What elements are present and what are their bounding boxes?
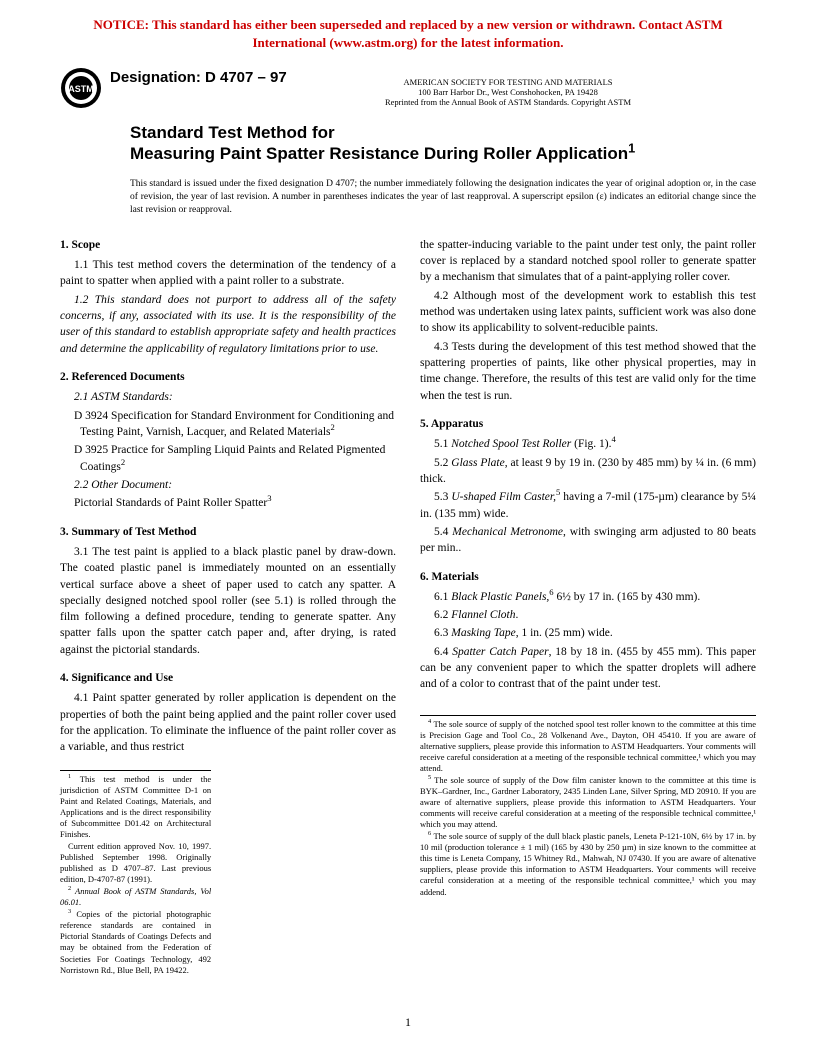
scope-heading: 1. Scope	[60, 237, 396, 253]
scope-p1: 1.1 This test method covers the determin…	[60, 257, 396, 290]
app-p1-pre: 5.1	[434, 438, 451, 450]
footnote-5-text: The sole source of supply of the Dow fil…	[420, 775, 756, 829]
fn4-ref: 4	[612, 434, 616, 444]
footnote-1-text: This test method is under the jurisdicti…	[60, 774, 211, 839]
footnote-2: 2 Annual Book of ASTM Standards, Vol 06.…	[60, 886, 211, 908]
society-line2: 100 Barr Harbor Dr., West Conshohocken, …	[200, 87, 816, 97]
significance-p1b: the spatter-inducing variable to the pai…	[420, 237, 756, 286]
mat-p4-ital: Spatter Catch Paper	[452, 646, 548, 658]
app-p4-ital: Mechanical Metronome	[452, 526, 563, 538]
footnote-5: 5 The sole source of supply of the Dow f…	[420, 775, 756, 830]
document-title: Standard Test Method for Measuring Paint…	[130, 122, 756, 165]
app-p2-pre: 5.2	[434, 457, 451, 469]
app-p4-pre: 5.4	[434, 526, 452, 538]
footnote-3: 3 Copies of the pictorial photographic r…	[60, 909, 211, 975]
footnote-2-text: Annual Book of ASTM Standards, Vol 06.01…	[60, 886, 211, 907]
scope-p2: 1.2 This standard does not purport to ad…	[60, 292, 396, 357]
refdocs-item3: Pictorial Standards of Paint Roller Spat…	[60, 495, 396, 511]
title-block: Standard Test Method for Measuring Paint…	[0, 108, 816, 165]
mat-p3-post: , 1 in. (25 mm) wide.	[516, 627, 613, 639]
apparatus-p1: 5.1 Notched Spool Test Roller (Fig. 1).4	[420, 436, 756, 452]
title-line1: Standard Test Method for	[130, 123, 335, 142]
footnote-4-text: The sole source of supply of the notched…	[420, 719, 756, 773]
app-p3-pre: 5.3	[434, 491, 451, 503]
fn2-ref: 2	[331, 422, 335, 432]
materials-p2: 6.2 Flannel Cloth.	[420, 607, 756, 623]
mat-p3-pre: 6.3	[434, 627, 451, 639]
apparatus-p3: 5.3 U-shaped Film Caster,5 having a 7-mi…	[420, 489, 756, 522]
right-column: the spatter-inducing variable to the pai…	[420, 237, 756, 977]
app-p3-ital: U-shaped Film Caster,	[451, 491, 556, 503]
footnote-3-text: Copies of the pictorial photographic ref…	[60, 909, 211, 974]
significance-p3: 4.3 Tests during the development of this…	[420, 339, 756, 404]
left-footnotes: 1 This test method is under the jurisdic…	[60, 770, 211, 976]
summary-heading: 3. Summary of Test Method	[60, 524, 396, 540]
app-p1-ital: Notched Spool Test Roller	[451, 438, 571, 450]
refdocs-item3-text: Pictorial Standards of Paint Roller Spat…	[74, 497, 267, 509]
mat-p1-ital: Black Plastic Panels,	[451, 591, 549, 603]
apparatus-heading: 5. Apparatus	[420, 416, 756, 432]
significance-p2: 4.2 Although most of the development wor…	[420, 288, 756, 337]
mat-p2-ital: Flannel Cloth	[451, 609, 515, 621]
app-p2-ital: Glass Plate	[451, 457, 504, 469]
refdocs-item2: D 3925 Practice for Sampling Liquid Pain…	[60, 442, 396, 475]
materials-p4: 6.4 Spatter Catch Paper, 18 by 18 in. (4…	[420, 644, 756, 693]
footnote-6: 6 The sole source of supply of the dull …	[420, 831, 756, 897]
mat-p2-pre: 6.2	[434, 609, 451, 621]
astm-logo: ASTM	[60, 67, 102, 109]
refdocs-sub2: 2.2 Other Document:	[60, 477, 396, 493]
materials-heading: 6. Materials	[420, 569, 756, 585]
refdocs-heading: 2. Referenced Documents	[60, 369, 396, 385]
title-line2: Measuring Paint Spatter Resistance Durin…	[130, 144, 628, 163]
right-footnotes: 4 The sole source of supply of the notch…	[420, 715, 756, 898]
mat-p1-post: 6½ by 17 in. (165 by 430 mm).	[554, 591, 701, 603]
svg-text:ASTM: ASTM	[68, 84, 94, 94]
mat-p1-pre: 6.1	[434, 591, 451, 603]
footnote-4: 4 The sole source of supply of the notch…	[420, 719, 756, 774]
mat-p4-pre: 6.4	[434, 646, 452, 658]
significance-p1: 4.1 Paint spatter generated by roller ap…	[60, 690, 396, 755]
body-columns: 1. Scope 1.1 This test method covers the…	[0, 217, 816, 977]
mat-p3-ital: Masking Tape	[451, 627, 515, 639]
materials-p3: 6.3 Masking Tape, 1 in. (25 mm) wide.	[420, 625, 756, 641]
app-p1-post: (Fig. 1).	[571, 438, 611, 450]
left-column: 1. Scope 1.1 This test method covers the…	[60, 237, 396, 977]
refdocs-sub1: 2.1 ASTM Standards:	[60, 389, 396, 405]
fn3-ref: 3	[267, 493, 271, 503]
summary-p1: 3.1 The test paint is applied to a black…	[60, 544, 396, 658]
apparatus-p2: 5.2 Glass Plate, at least 9 by 19 in. (2…	[420, 455, 756, 488]
significance-heading: 4. Significance and Use	[60, 670, 396, 686]
issuance-note: This standard is issued under the fixed …	[0, 164, 816, 216]
society-line3: Reprinted from the Annual Book of ASTM S…	[200, 97, 816, 107]
mat-p2-post: .	[515, 609, 518, 621]
apparatus-p4: 5.4 Mechanical Metronome, with swinging …	[420, 524, 756, 557]
materials-p1: 6.1 Black Plastic Panels,6 6½ by 17 in. …	[420, 589, 756, 605]
fn2-ref2: 2	[121, 457, 125, 467]
notice-banner: NOTICE: This standard has either been su…	[0, 0, 816, 59]
refdocs-sub2-text: 2.2 Other Document:	[74, 479, 172, 491]
footnote-6-text: The sole source of supply of the dull bl…	[420, 831, 756, 896]
refdocs-sub1-text: 2.1 ASTM Standards:	[74, 391, 173, 403]
footnote-1b: Current edition approved Nov. 10, 1997. …	[60, 841, 211, 885]
refdocs-item1-text: D 3924 Specification for Standard Enviro…	[74, 410, 394, 438]
refdocs-item1: D 3924 Specification for Standard Enviro…	[60, 408, 396, 441]
page-number: 1	[0, 1015, 816, 1030]
title-sup: 1	[628, 140, 635, 155]
footnote-1: 1 This test method is under the jurisdic…	[60, 774, 211, 840]
